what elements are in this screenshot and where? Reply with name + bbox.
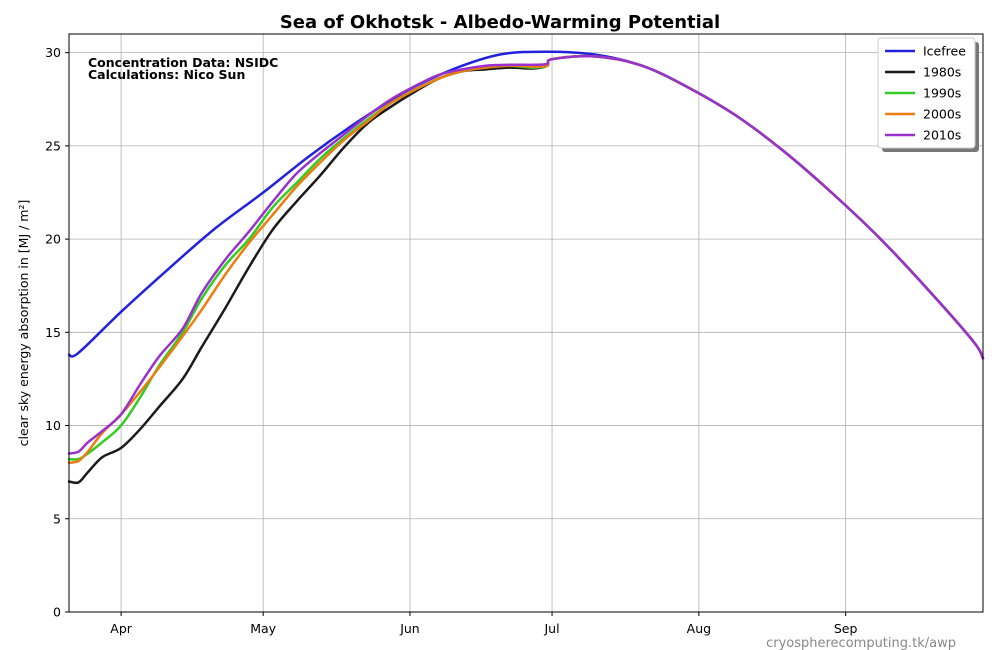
legend-label-2000s: 2000s xyxy=(923,107,961,122)
y-axis-label: clear sky energy absorption in [MJ / m²] xyxy=(16,200,31,447)
y-tick-label: 25 xyxy=(45,138,61,153)
legend-label-1980s: 1980s xyxy=(923,65,961,80)
y-tick-label: 20 xyxy=(45,232,61,247)
legend-label-2010s: 2010s xyxy=(923,128,961,143)
chart-title: Sea of Okhotsk - Albedo-Warming Potentia… xyxy=(280,12,720,33)
y-axis-ticks: 0 5 10 15 20 25 30 xyxy=(45,45,69,620)
legend-label-icefree: Icefree xyxy=(923,44,966,59)
y-tick-label: 5 xyxy=(53,511,61,526)
legend: Icefree 1980s 1990s 2000s 2010s xyxy=(877,37,979,152)
legend-label-1990s: 1990s xyxy=(923,86,961,101)
x-tick-label: Aug xyxy=(687,621,711,636)
plot-frame xyxy=(68,33,984,613)
x-axis-ticks: Apr May Jun Jul Aug Sep xyxy=(110,612,858,636)
x-tick-label: Sep xyxy=(834,621,858,636)
legend-box xyxy=(877,37,976,149)
series-line-2010s xyxy=(67,54,985,455)
legend-items: Icefree 1980s 1990s 2000s 2010s xyxy=(885,44,966,143)
y-tick-label: 0 xyxy=(53,605,61,620)
x-tick-label: Jun xyxy=(399,621,420,636)
x-tick-label: May xyxy=(250,621,276,636)
annotation-calculations: Calculations: Nico Sun xyxy=(88,67,245,82)
series-lines xyxy=(67,50,985,485)
credit-text: cryospherecomputing.tk/awp xyxy=(766,636,956,650)
x-tick-label: Apr xyxy=(110,621,132,636)
annotation-concentration: Concentration Data: NSIDC xyxy=(88,55,278,70)
grid xyxy=(69,34,983,612)
y-tick-label: 30 xyxy=(45,45,61,60)
y-tick-label: 15 xyxy=(45,325,61,340)
y-tick-label: 10 xyxy=(45,418,61,433)
x-tick-label: Jul xyxy=(543,621,559,636)
